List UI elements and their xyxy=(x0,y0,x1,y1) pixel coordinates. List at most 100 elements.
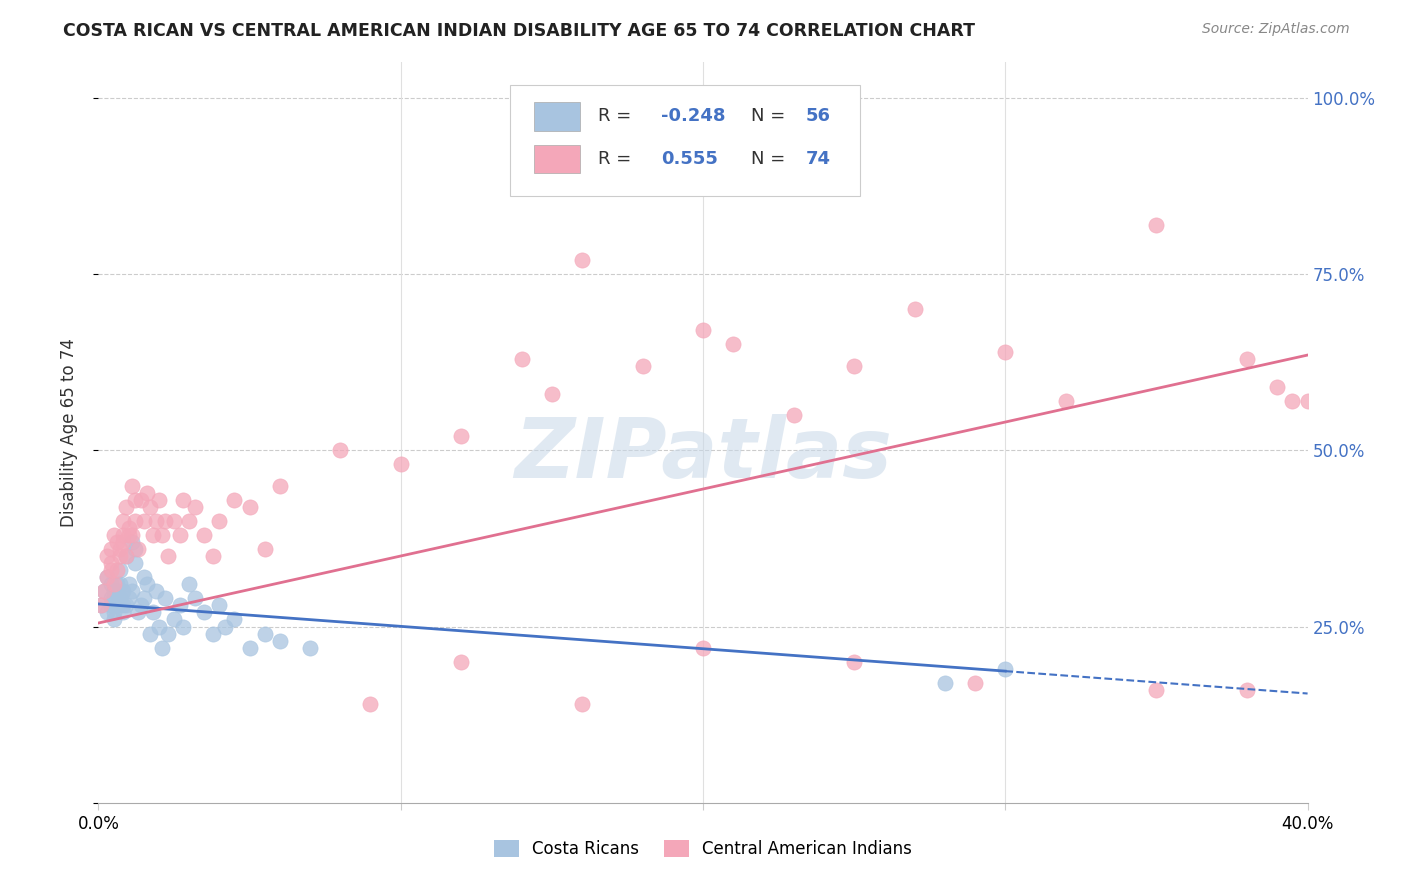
Point xyxy=(145,514,167,528)
Point xyxy=(103,591,125,606)
Point xyxy=(103,528,125,542)
Point xyxy=(360,697,382,711)
Point xyxy=(100,556,122,570)
Point xyxy=(239,500,262,514)
Point xyxy=(108,591,131,606)
Point xyxy=(129,599,152,613)
Point xyxy=(253,626,276,640)
Point xyxy=(127,606,149,620)
Point xyxy=(100,577,122,591)
Point xyxy=(692,323,714,337)
Point xyxy=(105,584,128,599)
Point xyxy=(994,344,1017,359)
Point xyxy=(105,577,128,591)
Point xyxy=(208,514,231,528)
Text: COSTA RICAN VS CENTRAL AMERICAN INDIAN DISABILITY AGE 65 TO 74 CORRELATION CHART: COSTA RICAN VS CENTRAL AMERICAN INDIAN D… xyxy=(63,22,976,40)
Point xyxy=(224,492,246,507)
Legend: Costa Ricans, Central American Indians: Costa Ricans, Central American Indians xyxy=(486,833,920,865)
Point xyxy=(129,492,152,507)
Point xyxy=(1236,683,1258,698)
Point xyxy=(135,485,157,500)
Point xyxy=(202,626,225,640)
Y-axis label: Disability Age 65 to 74: Disability Age 65 to 74 xyxy=(59,338,77,527)
Point xyxy=(904,302,927,317)
Point xyxy=(96,570,118,584)
Point xyxy=(100,541,122,556)
Point xyxy=(103,606,125,620)
Point xyxy=(692,640,714,655)
Point xyxy=(150,528,173,542)
Point xyxy=(103,584,125,599)
Text: R =: R = xyxy=(598,108,637,126)
Point xyxy=(163,514,186,528)
Point xyxy=(172,619,194,633)
Point xyxy=(253,541,276,556)
Point xyxy=(150,640,173,655)
Point xyxy=(100,563,122,577)
Point xyxy=(132,570,155,584)
Point xyxy=(571,252,593,267)
Point xyxy=(934,676,956,690)
Point xyxy=(96,606,118,620)
Point xyxy=(510,351,533,366)
FancyBboxPatch shape xyxy=(534,145,579,173)
Point xyxy=(1267,380,1289,394)
Point xyxy=(179,577,201,591)
Point xyxy=(100,599,122,613)
Text: 74: 74 xyxy=(806,150,831,168)
Point xyxy=(169,528,191,542)
Point xyxy=(844,359,866,373)
Point xyxy=(105,563,128,577)
Point xyxy=(118,528,141,542)
Point xyxy=(100,591,122,606)
Point xyxy=(132,591,155,606)
Point xyxy=(224,612,246,626)
Point xyxy=(1144,218,1167,232)
Point xyxy=(389,458,412,472)
Text: 0.555: 0.555 xyxy=(661,150,717,168)
Text: N =: N = xyxy=(751,108,792,126)
Point xyxy=(145,584,167,599)
Point xyxy=(111,606,134,620)
FancyBboxPatch shape xyxy=(509,85,860,195)
Text: N =: N = xyxy=(751,150,792,168)
Point xyxy=(148,492,170,507)
Point xyxy=(108,541,131,556)
Point xyxy=(111,599,134,613)
Point xyxy=(148,619,170,633)
Point xyxy=(1296,393,1319,408)
Point xyxy=(179,514,201,528)
Text: Source: ZipAtlas.com: Source: ZipAtlas.com xyxy=(1202,22,1350,37)
Point xyxy=(124,541,146,556)
Point xyxy=(132,514,155,528)
Point xyxy=(965,676,987,690)
Point xyxy=(169,599,191,613)
Point xyxy=(93,584,115,599)
Point xyxy=(540,387,562,401)
Point xyxy=(1144,683,1167,698)
Point xyxy=(202,549,225,563)
Point xyxy=(1054,393,1077,408)
Point xyxy=(208,599,231,613)
Text: -0.248: -0.248 xyxy=(661,108,725,126)
Point xyxy=(114,599,136,613)
Point xyxy=(108,563,131,577)
Point xyxy=(450,655,472,669)
Point xyxy=(135,577,157,591)
Point xyxy=(111,514,134,528)
Point xyxy=(121,478,143,492)
Point xyxy=(783,408,806,422)
Point xyxy=(111,528,134,542)
FancyBboxPatch shape xyxy=(534,103,579,130)
Point xyxy=(108,577,131,591)
Point xyxy=(163,612,186,626)
Point xyxy=(571,697,593,711)
Point xyxy=(994,662,1017,676)
Point xyxy=(723,337,745,351)
Point xyxy=(184,591,207,606)
Point xyxy=(90,599,112,613)
Point xyxy=(631,359,654,373)
Point xyxy=(114,549,136,563)
Point xyxy=(90,599,112,613)
Point xyxy=(142,528,165,542)
